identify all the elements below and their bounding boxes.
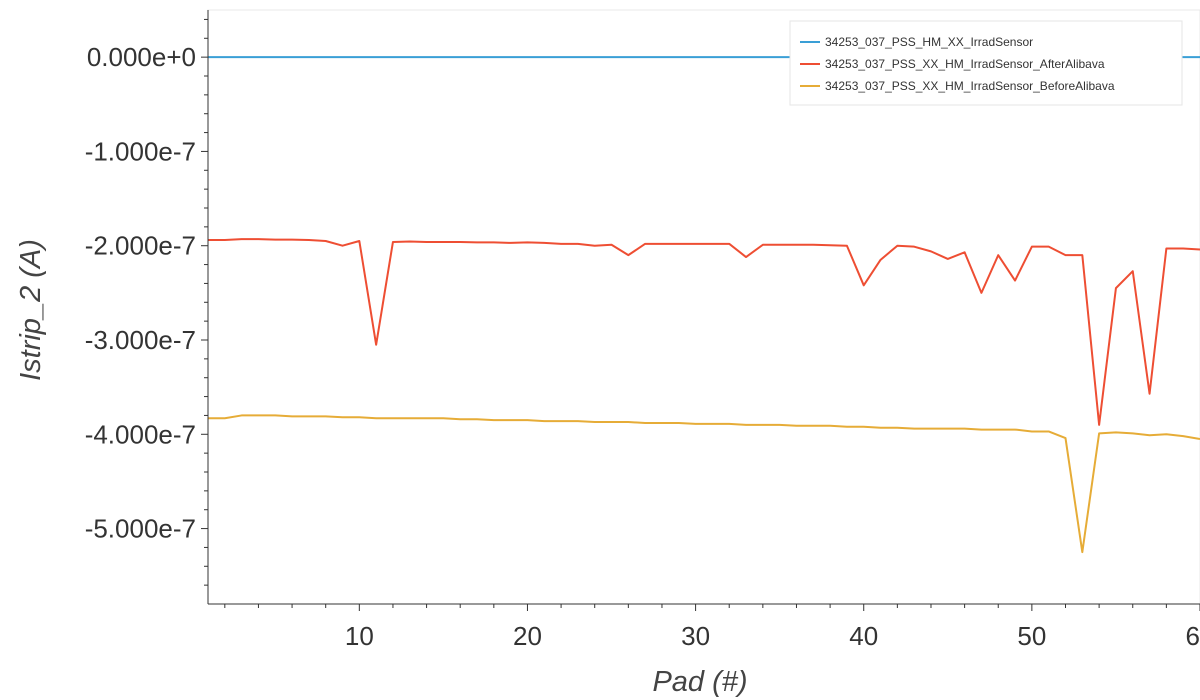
ticks-layer: 0.000e+0 -1.000e-7 -2.000e-7 -3.000e-7 -4.00… xyxy=(85,18,1200,651)
y-tick-label: -3.000e-7 xyxy=(85,325,196,355)
legend-label: 34253_037_PSS_XX_HM_IrradSensor_AfterAli… xyxy=(825,57,1105,71)
legend-label: 34253_037_PSS_XX_HM_IrradSensor_BeforeAl… xyxy=(825,79,1115,93)
y-tick-label: 0.000e+0 xyxy=(87,42,196,72)
axes-layer xyxy=(207,10,1200,605)
x-tick-label: 60 xyxy=(1186,621,1200,651)
y-tick-label: -4.000e-7 xyxy=(85,419,196,449)
legend: 34253_037_PSS_HM_XX_IrradSensor 34253_037… xyxy=(789,20,1183,106)
y-axis-title: Istrip_2 (A) xyxy=(15,239,47,381)
plot-area xyxy=(207,9,1200,605)
x-tick-label: 10 xyxy=(345,621,374,651)
x-tick-label: 20 xyxy=(513,621,542,651)
series-line-2 xyxy=(208,238,1200,426)
y-tick-label: -5.000e-7 xyxy=(85,514,196,544)
x-tick-label: 30 xyxy=(681,621,710,651)
x-axis-title: Pad (#) xyxy=(652,666,747,698)
legend-label: 34253_037_PSS_HM_XX_IrradSensor xyxy=(825,35,1033,49)
y-tick-label: -1.000e-7 xyxy=(85,136,196,166)
x-tick-label: 50 xyxy=(1017,621,1046,651)
legend-box xyxy=(789,20,1183,106)
y-tick-label: -2.000e-7 xyxy=(85,231,196,261)
series-line-3 xyxy=(208,414,1200,554)
x-tick-label: 40 xyxy=(849,621,878,651)
